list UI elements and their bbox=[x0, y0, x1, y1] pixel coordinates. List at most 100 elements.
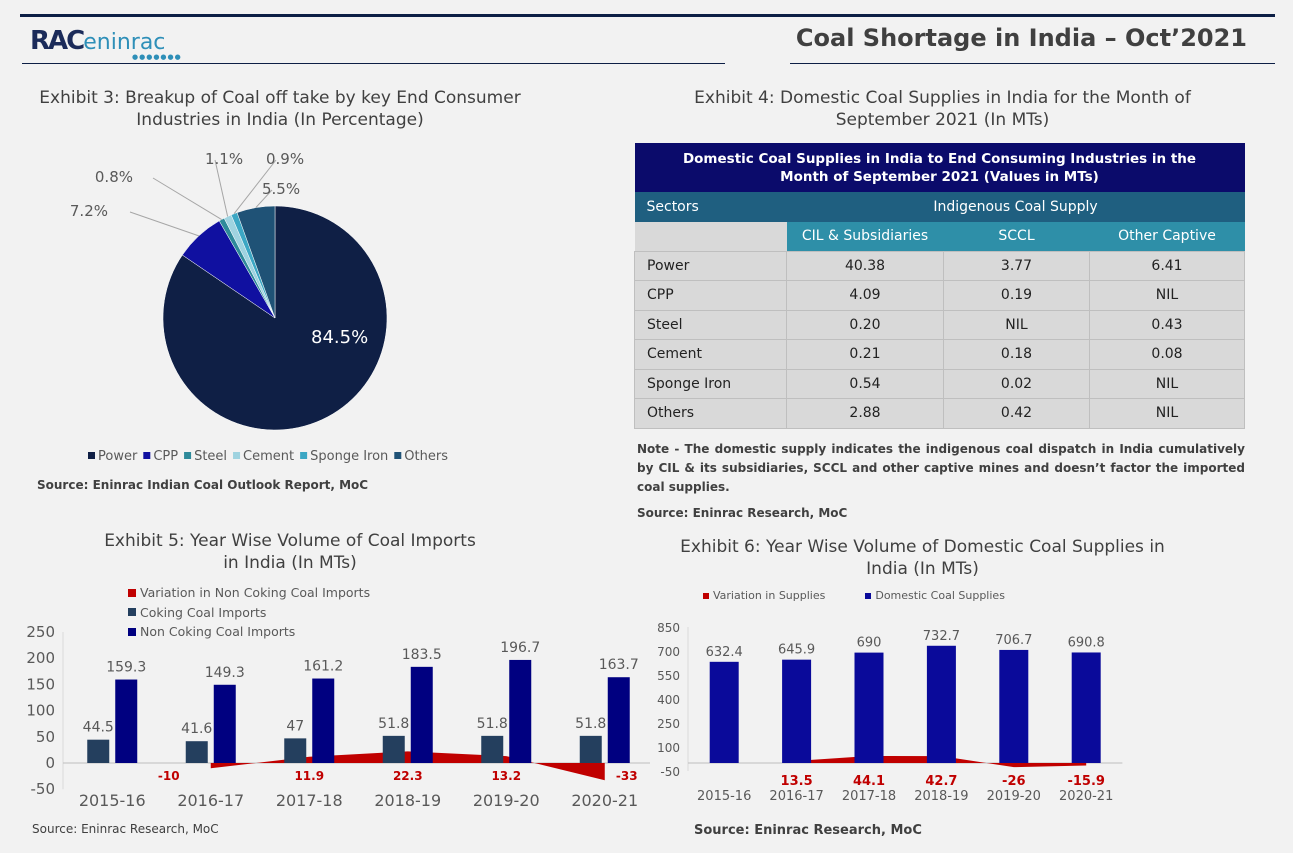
bar-domestic-coal-supplies bbox=[1071, 652, 1101, 763]
value-cell: NIL bbox=[1089, 280, 1245, 311]
supply-table: Domestic Coal Supplies in India to End C… bbox=[634, 143, 1245, 429]
value-cell: 0.42 bbox=[943, 398, 1090, 429]
bar-data-label: 51.8 bbox=[378, 716, 409, 732]
variation-data-label: -10 bbox=[158, 769, 180, 783]
bar-non-coking-coal-imports bbox=[607, 677, 630, 763]
bar-data-label: 632.4 bbox=[706, 645, 743, 660]
leader-line bbox=[255, 189, 273, 209]
table-row: Sponge Iron 0.54 0.02 NIL bbox=[634, 368, 1245, 399]
legend-label: Domestic Coal Supplies bbox=[875, 589, 1005, 602]
sector-cell: Steel bbox=[634, 309, 787, 340]
leader-line bbox=[129, 211, 200, 237]
y-tick-label: 550 bbox=[657, 669, 680, 683]
imports-chart: 250 200 150 100 50 0 -50 44.5 41.6 47 51.8 51.8 51.8… bbox=[26, 623, 650, 810]
blank-header bbox=[634, 221, 787, 251]
bar-data-label: 645.9 bbox=[778, 643, 815, 658]
col-group: Indigenous Coal Supply bbox=[786, 192, 1245, 222]
x-category-label: 2019-20 bbox=[987, 789, 1041, 804]
value-cell: 0.21 bbox=[786, 339, 944, 370]
exhibit3-title: Exhibit 3: Breakup of Coal off take by k… bbox=[39, 88, 521, 130]
y-tick-label: 0 bbox=[45, 754, 55, 772]
pie-data-label: 1.1% bbox=[205, 150, 243, 168]
value-cell: NIL bbox=[1089, 398, 1245, 429]
legend-label: Sponge Iron bbox=[310, 449, 388, 464]
exhibit5-source: Source: Eninrac Research, MoC bbox=[32, 822, 219, 836]
variation-data-label: 11.9 bbox=[294, 769, 324, 783]
bar-data-label: 706.7 bbox=[995, 633, 1032, 648]
col-captive: Other Captive bbox=[1089, 221, 1245, 251]
header-rule-right bbox=[790, 63, 1275, 64]
bar-data-label: 51.8 bbox=[575, 716, 606, 732]
y-tick-label: -50 bbox=[660, 765, 680, 779]
legend-label: Non Coking Coal Imports bbox=[140, 624, 296, 640]
bar-coking-coal-imports bbox=[382, 735, 405, 763]
variation-data-label: -33 bbox=[616, 769, 638, 783]
x-category-label: 2015-16 bbox=[79, 791, 146, 810]
bar-coking-coal-imports bbox=[87, 739, 110, 763]
sector-cell: CPP bbox=[634, 280, 787, 311]
value-cell: 0.54 bbox=[786, 368, 944, 399]
y-tick-label: 400 bbox=[657, 693, 680, 707]
value-cell: 0.20 bbox=[786, 309, 944, 340]
legend-label: Power bbox=[98, 449, 138, 464]
value-cell: 40.38 bbox=[786, 250, 944, 281]
logo: RACeninrac ●●●●●●● bbox=[30, 26, 182, 61]
x-category-label: 2017-18 bbox=[276, 791, 343, 810]
bar-coking-coal-imports bbox=[481, 735, 504, 763]
legend-swatch bbox=[128, 627, 136, 636]
bar-data-label: 51.8 bbox=[477, 716, 508, 732]
bar-data-label: 163.7 bbox=[599, 657, 639, 673]
bar-data-label: 159.3 bbox=[106, 660, 146, 676]
legend-label: Steel bbox=[194, 449, 227, 464]
y-tick-label: 100 bbox=[26, 702, 55, 720]
bar-data-label: 161.2 bbox=[303, 659, 343, 675]
col-sectors: Sectors bbox=[634, 192, 787, 222]
bar-data-label: 732.7 bbox=[923, 629, 960, 644]
table-title: Domestic Coal Supplies in India to End C… bbox=[634, 143, 1245, 192]
legend-swatch bbox=[184, 452, 192, 459]
leader-line bbox=[233, 159, 277, 215]
x-category-label: 2016-17 bbox=[769, 789, 823, 804]
pie-data-label: 0.8% bbox=[95, 168, 133, 186]
value-cell: NIL bbox=[943, 309, 1090, 340]
leader-line bbox=[152, 177, 222, 220]
legend-swatch bbox=[703, 592, 709, 599]
bar-data-label: 196.7 bbox=[500, 640, 540, 656]
legend-label: Others bbox=[404, 449, 448, 464]
x-category-label: 2018-19 bbox=[374, 791, 441, 810]
y-tick-label: 50 bbox=[36, 728, 55, 746]
bar-domestic-coal-supplies bbox=[854, 652, 884, 763]
bar-domestic-coal-supplies bbox=[782, 659, 812, 763]
bar-non-coking-coal-imports bbox=[509, 659, 532, 763]
page-title: Coal Shortage in India – Oct’2021 bbox=[795, 24, 1247, 52]
y-tick-label: 850 bbox=[657, 621, 680, 635]
y-tick-label: 100 bbox=[657, 741, 680, 755]
legend-swatch bbox=[300, 452, 308, 459]
legend-label: Variation in Non Coking Coal Imports bbox=[140, 585, 371, 601]
header-rule-left bbox=[22, 63, 725, 64]
value-cell: 0.43 bbox=[1089, 309, 1245, 340]
variation-area bbox=[210, 751, 605, 781]
value-cell: 0.18 bbox=[943, 339, 1090, 370]
variation-data-label: 42.7 bbox=[925, 774, 957, 789]
y-tick-label: 150 bbox=[26, 675, 55, 693]
x-category-label: 2016-17 bbox=[177, 791, 244, 810]
x-category-label: 2020-21 bbox=[571, 791, 638, 810]
exhibit4-title: Exhibit 4: Domestic Coal Supplies in Ind… bbox=[694, 88, 1191, 130]
y-tick-label: 250 bbox=[26, 623, 55, 641]
variation-data-label: 13.2 bbox=[491, 769, 521, 783]
bar-data-label: 47 bbox=[286, 718, 304, 734]
legend-swatch bbox=[233, 452, 241, 459]
variation-data-label: 44.1 bbox=[853, 774, 885, 789]
pie-chart: 84.5% 7.2% 0.8% 1.1% 0.9% 5.5% Power CPP Steel Ce… bbox=[70, 150, 448, 464]
value-cell: 0.02 bbox=[943, 368, 1090, 399]
bar-non-coking-coal-imports bbox=[213, 684, 236, 763]
bar-non-coking-coal-imports bbox=[115, 679, 138, 763]
exhibit6-title: Exhibit 6: Year Wise Volume of Domestic … bbox=[680, 537, 1165, 579]
col-sccl: SCCL bbox=[943, 221, 1090, 251]
table-row: Others 2.88 0.42 NIL bbox=[634, 398, 1245, 429]
legend-label: Variation in Supplies bbox=[713, 589, 826, 602]
legend-swatch bbox=[394, 452, 402, 459]
bar-non-coking-coal-imports bbox=[312, 678, 335, 763]
exhibit6-legend: Variation in Supplies Domestic Coal Supp… bbox=[703, 589, 1005, 602]
